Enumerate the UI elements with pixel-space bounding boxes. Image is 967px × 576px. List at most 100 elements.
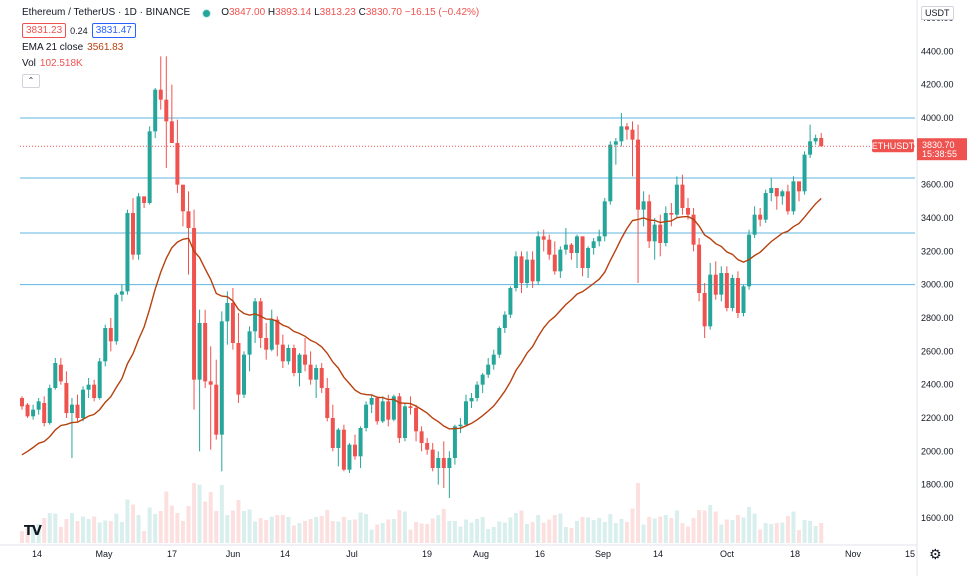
symbol-tag: ETHUSDT bbox=[872, 141, 915, 151]
time-axis-label: 14 bbox=[32, 549, 42, 559]
volume-bar bbox=[119, 522, 124, 543]
candle-body bbox=[663, 213, 668, 243]
candle-body bbox=[219, 321, 224, 435]
volume-bar bbox=[186, 506, 191, 543]
candle-body bbox=[408, 406, 413, 408]
volume-bar bbox=[131, 504, 135, 543]
candle-body bbox=[380, 401, 385, 422]
candle-body bbox=[375, 398, 380, 422]
candle-body bbox=[774, 188, 779, 197]
candle-body bbox=[480, 374, 485, 385]
open-value: 3847.00 bbox=[228, 7, 266, 18]
candle-body bbox=[780, 191, 785, 197]
candle-body bbox=[735, 278, 740, 313]
candle-body bbox=[502, 314, 507, 328]
volume-bar bbox=[81, 516, 86, 543]
chevron-up-icon[interactable]: ⌃ bbox=[22, 74, 40, 88]
price-tag-countdown: 15:38:55 bbox=[922, 149, 957, 159]
candle-body bbox=[624, 126, 629, 130]
tradingview-logo-icon[interactable]: TV bbox=[24, 524, 42, 539]
candle-body bbox=[225, 303, 230, 322]
volume-bar bbox=[303, 521, 308, 543]
volume-bar bbox=[602, 522, 607, 543]
candle-body bbox=[713, 274, 718, 295]
candle-body bbox=[203, 323, 208, 382]
volume-bar bbox=[808, 521, 813, 543]
volume-bar bbox=[208, 492, 213, 543]
volume-bar bbox=[436, 515, 441, 543]
candle-body bbox=[125, 213, 130, 292]
volume-bar bbox=[341, 517, 346, 543]
candle-body bbox=[791, 181, 796, 212]
volume-bar bbox=[580, 517, 585, 543]
time-axis-label: Jun bbox=[226, 549, 241, 559]
volume-bar bbox=[819, 523, 824, 543]
volume-bar bbox=[530, 522, 535, 543]
candle-body bbox=[230, 303, 235, 343]
volume-bar bbox=[92, 516, 97, 543]
volume-bar bbox=[497, 521, 502, 543]
volume-bar bbox=[180, 521, 185, 543]
candle-body bbox=[164, 99, 169, 122]
candle-body bbox=[658, 224, 663, 243]
volume-bar bbox=[802, 520, 807, 543]
ema-row[interactable]: EMA 21 close 3561.83 bbox=[22, 42, 479, 54]
volume-bar bbox=[458, 526, 463, 543]
candle-body bbox=[414, 408, 419, 432]
candle-body bbox=[702, 293, 707, 327]
candle-body bbox=[741, 286, 746, 313]
volume-bar bbox=[630, 508, 635, 543]
volume-bar bbox=[108, 521, 113, 543]
volume-bar bbox=[763, 523, 768, 543]
buy-price-button[interactable]: 3831.47 bbox=[91, 23, 136, 38]
volume-row[interactable]: Vol 102.518K bbox=[22, 58, 479, 70]
volume-bar bbox=[164, 491, 169, 543]
candle-body bbox=[508, 288, 513, 315]
volume-bar bbox=[347, 520, 352, 543]
candle-body bbox=[397, 396, 402, 438]
volume-bar bbox=[691, 518, 696, 543]
volume-bar bbox=[652, 518, 657, 543]
volume-bar bbox=[414, 522, 419, 543]
candle-body bbox=[20, 398, 24, 407]
candle-body bbox=[297, 354, 302, 373]
price-axis-tick: 2800.00 bbox=[921, 313, 954, 323]
volume-bar bbox=[391, 519, 396, 543]
symbol-title[interactable]: Ethereum / TetherUS · 1D · BINANCE bbox=[22, 7, 191, 18]
candle-body bbox=[458, 424, 463, 427]
candle-body bbox=[402, 406, 407, 438]
gear-icon[interactable]: ⚙ bbox=[929, 546, 942, 562]
volume-bar bbox=[508, 517, 513, 543]
volume-bar bbox=[797, 530, 801, 543]
volume-bar bbox=[647, 517, 652, 543]
volume-bar bbox=[658, 516, 663, 543]
candle-body bbox=[752, 214, 757, 235]
volume-bar bbox=[175, 513, 180, 543]
candle-body bbox=[325, 388, 330, 418]
volume-bar bbox=[58, 527, 63, 543]
volume-bar bbox=[719, 524, 724, 543]
ema-line bbox=[21, 197, 822, 456]
candle-body bbox=[208, 381, 213, 385]
volume-bar bbox=[469, 522, 474, 543]
volume-bar bbox=[769, 524, 774, 543]
candle-body bbox=[441, 458, 446, 468]
candle-body bbox=[763, 193, 768, 220]
ohlc-values: O3847.00 H3893.14 L3813.23 C3830.70 −16.… bbox=[221, 7, 479, 19]
time-axis-label: 14 bbox=[653, 549, 663, 559]
volume-bar bbox=[408, 529, 413, 543]
time-axis-label: 18 bbox=[790, 549, 800, 559]
volume-bar bbox=[308, 519, 313, 543]
volume-bar bbox=[397, 510, 402, 543]
candle-body bbox=[247, 331, 252, 355]
candle-body bbox=[353, 444, 357, 457]
volume-bar bbox=[613, 523, 618, 543]
volume-bar bbox=[475, 519, 480, 543]
price-tag-bg bbox=[917, 138, 967, 161]
currency-button[interactable]: USDT bbox=[921, 6, 954, 20]
candle-body bbox=[808, 141, 813, 155]
candle-body bbox=[242, 354, 246, 395]
sell-price-button[interactable]: 3831.23 bbox=[22, 23, 67, 38]
volume-bar bbox=[724, 519, 729, 543]
